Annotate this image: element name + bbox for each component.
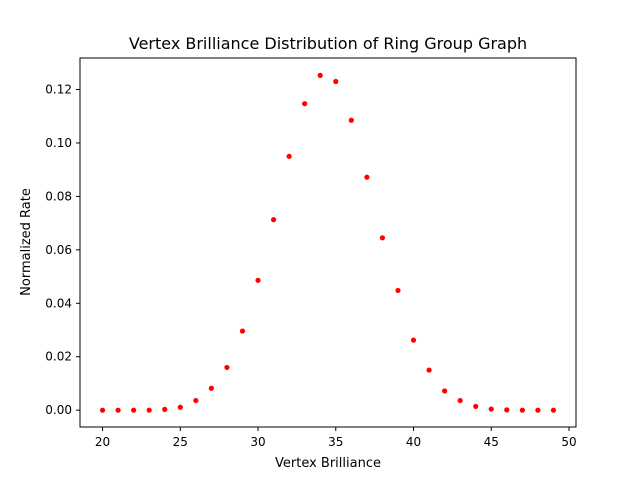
y-tick-label: 0.08 xyxy=(45,189,72,203)
data-point xyxy=(224,364,230,371)
data-point xyxy=(348,117,354,123)
data-point xyxy=(239,328,246,334)
data-point xyxy=(193,397,199,404)
data-point xyxy=(550,407,557,413)
x-tick-label: 30 xyxy=(250,435,265,449)
x-tick-label: 25 xyxy=(173,435,188,449)
y-axis-label: Normalized Rate xyxy=(19,188,34,296)
y-tick-label: 0.00 xyxy=(45,403,72,417)
data-points xyxy=(99,72,557,413)
plot-frame xyxy=(79,57,577,428)
data-point xyxy=(177,404,183,410)
data-point xyxy=(302,101,308,107)
x-tick-label: 35 xyxy=(328,435,343,449)
data-point xyxy=(364,174,370,180)
data-point xyxy=(442,388,448,394)
data-point xyxy=(426,367,432,373)
data-point xyxy=(317,72,323,78)
x-axis-label: Vertex Brilliance xyxy=(275,456,381,471)
x-tick-label: 45 xyxy=(484,435,499,449)
data-point xyxy=(410,337,417,343)
y-tick-label: 0.04 xyxy=(45,296,72,310)
data-point xyxy=(286,153,292,159)
data-point xyxy=(208,385,214,391)
data-point xyxy=(131,407,137,413)
data-point xyxy=(504,407,510,413)
data-point xyxy=(146,407,152,413)
x-tick-label: 40 xyxy=(406,435,421,449)
data-point xyxy=(255,277,261,283)
data-point xyxy=(535,407,541,413)
x-tick-label: 50 xyxy=(561,435,576,449)
data-point xyxy=(162,406,168,412)
x-axis-ticks: 20 25 30 35 40 45 50 xyxy=(95,427,577,449)
y-tick-label: 0.12 xyxy=(45,83,72,97)
data-point xyxy=(473,403,479,410)
y-tick-label: 0.06 xyxy=(45,243,72,257)
x-tick-label: 20 xyxy=(95,435,110,449)
data-point xyxy=(457,397,463,404)
data-point xyxy=(395,287,401,294)
data-point xyxy=(270,217,277,223)
plot-background xyxy=(80,58,576,427)
y-axis-ticks: 0.00 0.02 0.04 0.06 0.08 0.10 0.12 xyxy=(45,83,80,417)
y-tick-label: 0.10 xyxy=(45,136,72,150)
chart-title: Vertex Brilliance Distribution of Ring G… xyxy=(129,34,527,53)
y-tick-label: 0.02 xyxy=(45,350,72,364)
data-point xyxy=(379,235,386,241)
data-point xyxy=(99,407,106,413)
data-point xyxy=(519,407,525,413)
data-point xyxy=(115,407,121,413)
data-point xyxy=(333,78,339,85)
data-point xyxy=(488,406,494,412)
